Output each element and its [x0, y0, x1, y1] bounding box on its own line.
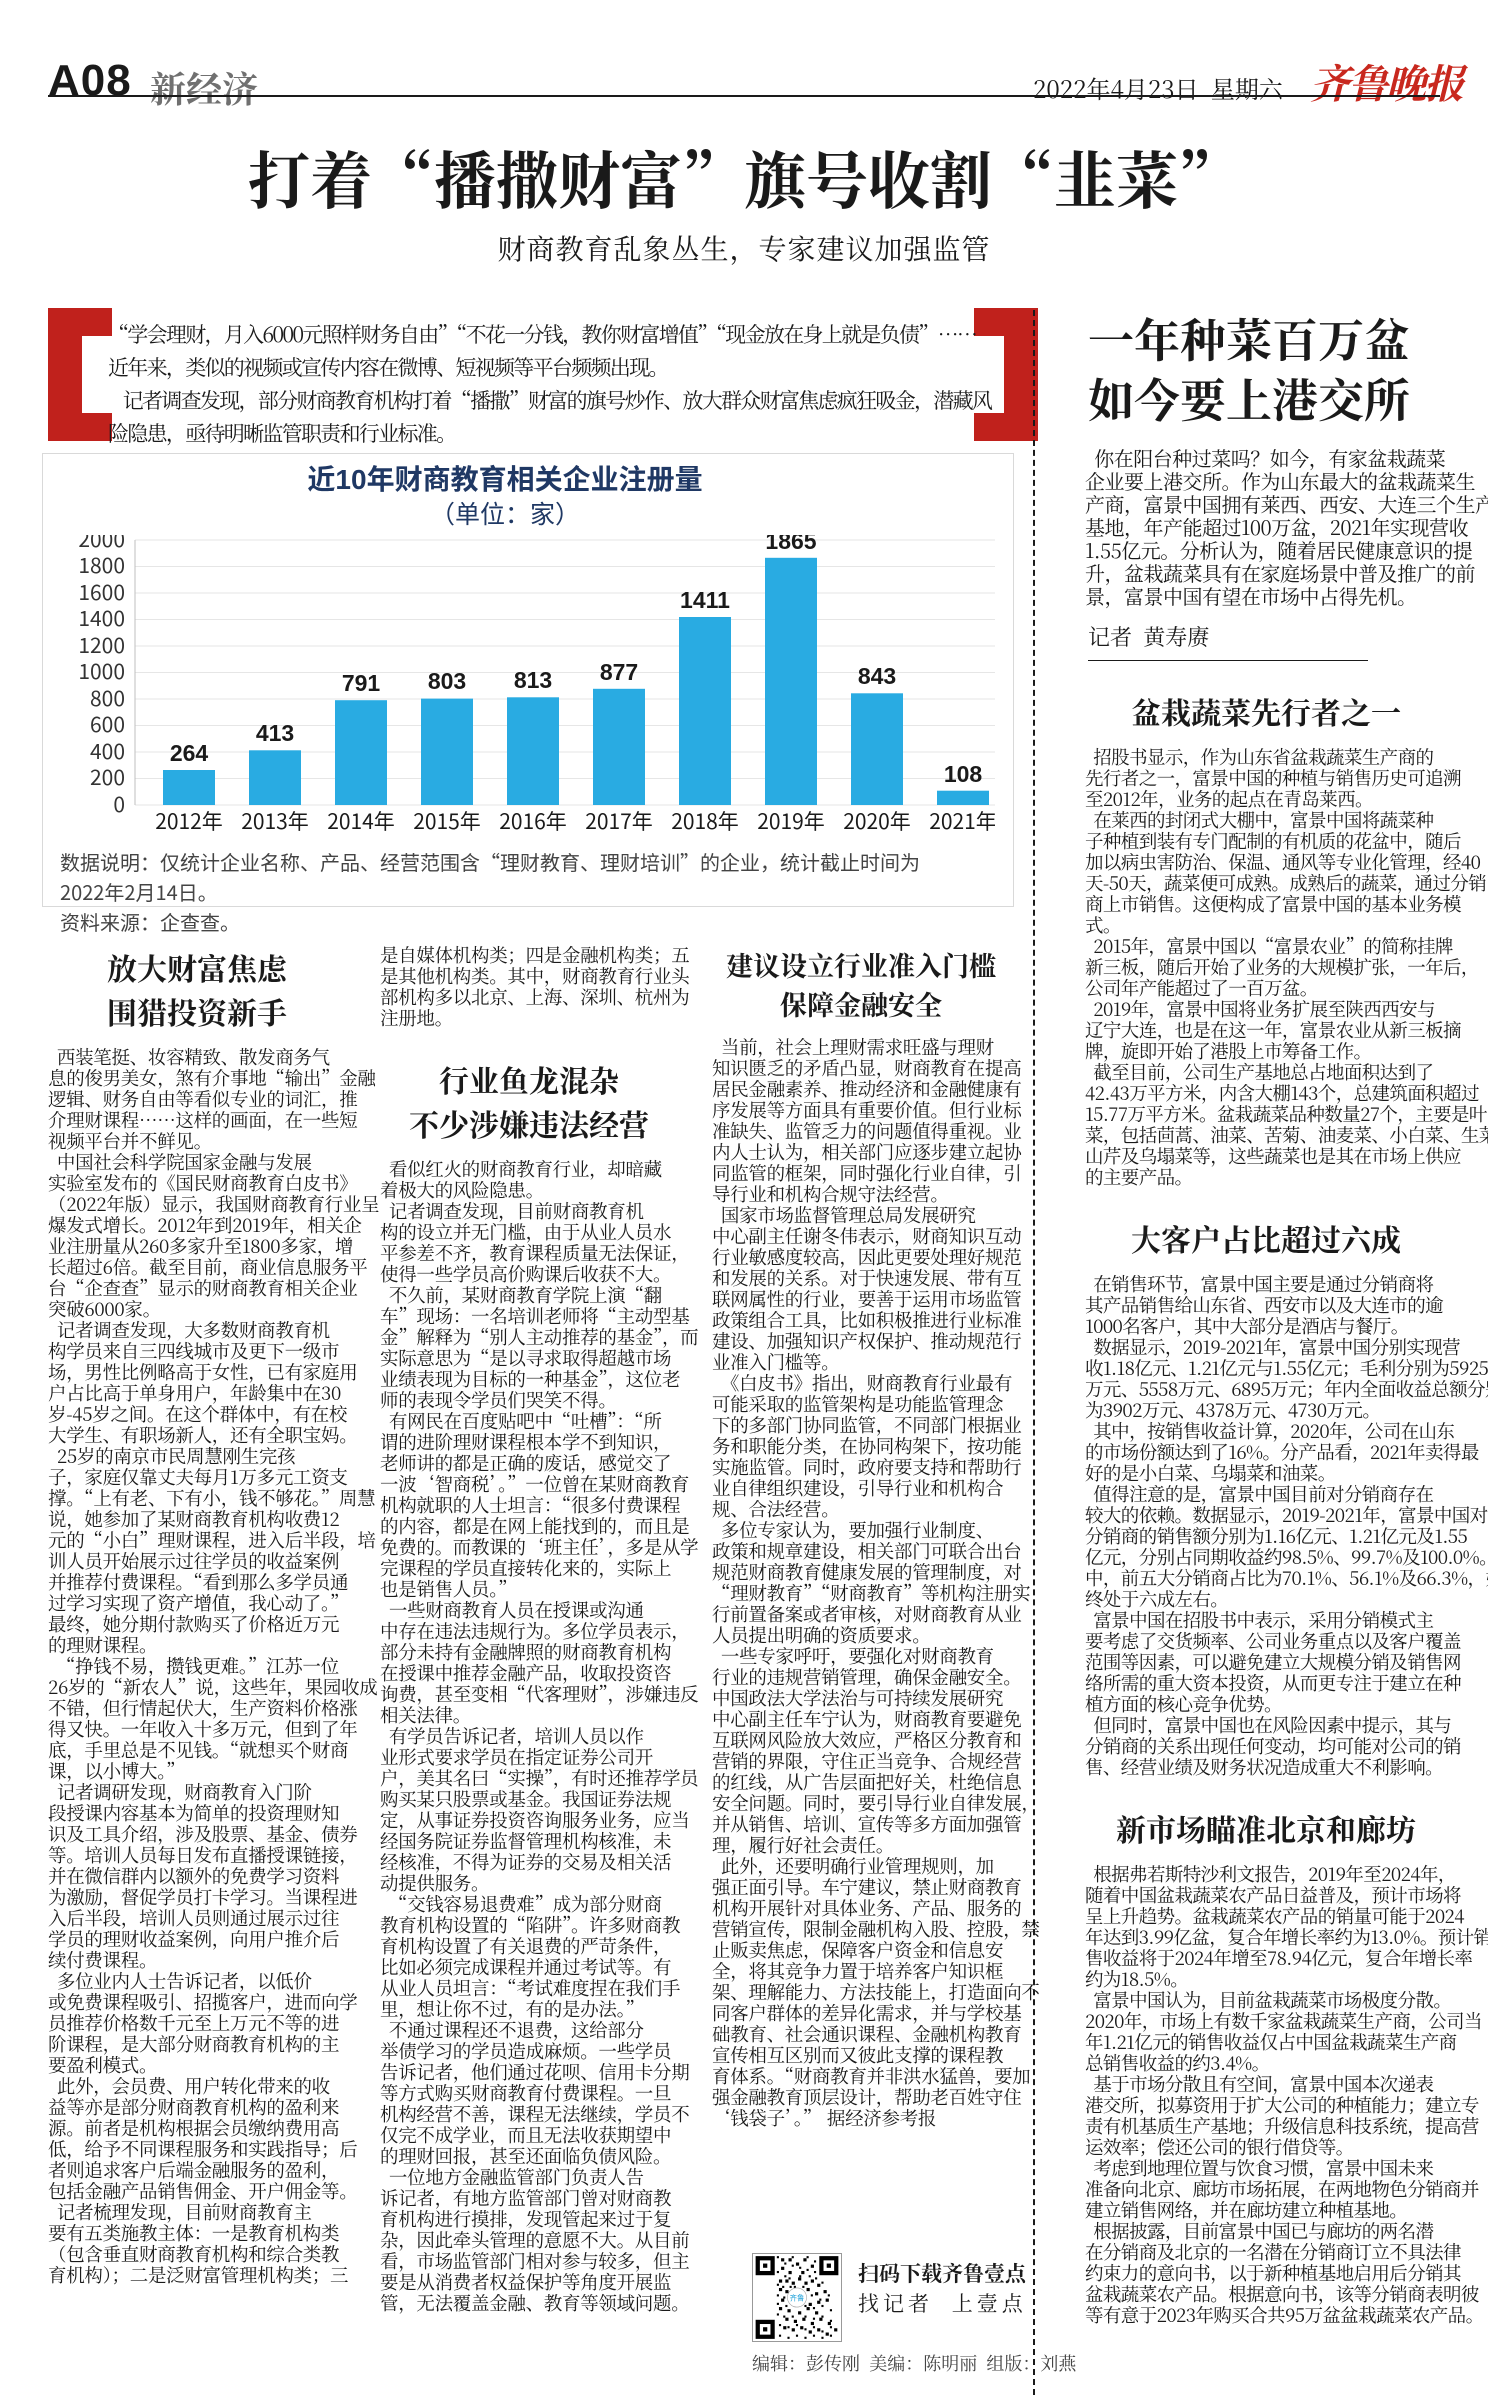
svg-text:877: 877 [600, 659, 638, 685]
svg-text:2015年: 2015年 [413, 806, 481, 835]
svg-text:2017年: 2017年 [585, 806, 653, 835]
svg-text:264: 264 [170, 740, 209, 766]
svg-text:2016年: 2016年 [499, 806, 567, 835]
svg-text:200: 200 [90, 762, 125, 792]
svg-text:1411: 1411 [680, 587, 730, 613]
svg-text:1800: 1800 [78, 550, 125, 580]
svg-text:803: 803 [428, 668, 466, 694]
svg-text:2018年: 2018年 [671, 806, 739, 835]
svg-text:2013年: 2013年 [241, 806, 309, 835]
svg-text:2012年: 2012年 [155, 806, 223, 835]
svg-text:108: 108 [944, 761, 983, 787]
svg-text:0: 0 [113, 789, 125, 819]
svg-text:2021年: 2021年 [929, 806, 995, 835]
svg-text:2020年: 2020年 [843, 806, 911, 835]
svg-text:1865: 1865 [765, 535, 816, 554]
svg-text:1000: 1000 [78, 656, 125, 686]
svg-text:813: 813 [514, 667, 552, 693]
svg-text:413: 413 [256, 720, 294, 746]
svg-text:791: 791 [342, 670, 381, 696]
svg-text:2019年: 2019年 [757, 806, 825, 835]
svg-text:1400: 1400 [78, 603, 125, 633]
svg-text:齐鲁: 齐鲁 [790, 2293, 805, 2304]
svg-text:843: 843 [858, 663, 896, 689]
svg-text:2014年: 2014年 [327, 806, 395, 835]
svg-text:600: 600 [90, 709, 125, 739]
